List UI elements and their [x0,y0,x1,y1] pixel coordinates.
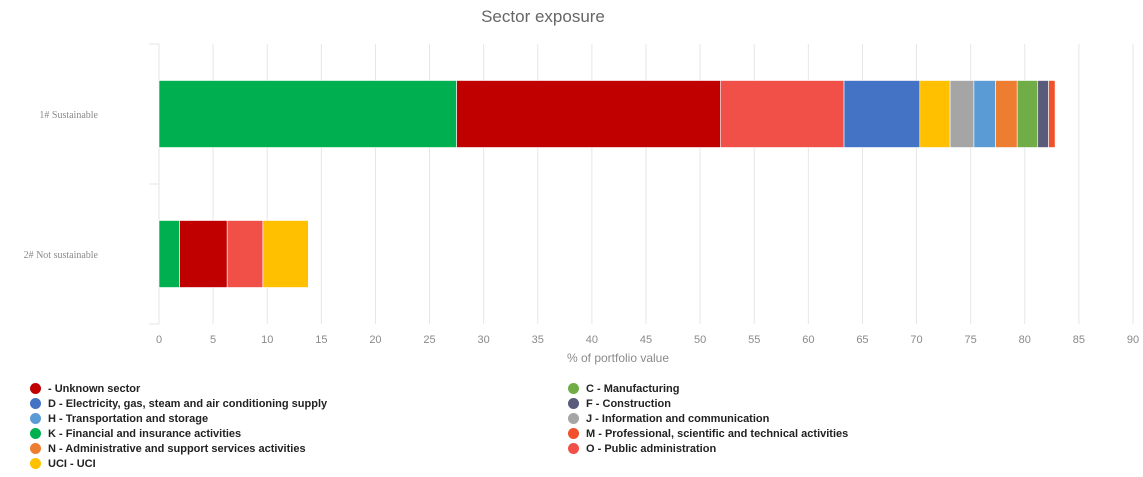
x-tick-label: 35 [532,334,544,346]
legend-marker-icon [30,428,41,439]
legend-label: C - Manufacturing [586,382,680,395]
legend-label: F - Construction [586,397,671,410]
legend-item[interactable]: J - Information and communication [568,411,769,426]
legend: - Unknown sector D - Electricity, gas, st… [30,381,1130,471]
bar-segment [919,80,951,148]
x-tick-label: 55 [748,334,760,346]
legend-item[interactable]: UCI - UCI [30,456,96,471]
legend-marker-icon [568,398,579,409]
legend-label: - Unknown sector [48,382,141,395]
x-tick-label: 15 [315,334,327,346]
category-label: 1# Sustainable [39,110,98,121]
x-tick-label: 10 [261,334,273,346]
x-tick-label: 80 [1019,334,1031,346]
bar-segment [995,80,1018,148]
x-tick-label: 20 [369,334,381,346]
x-tick-label: 60 [802,334,814,346]
chart-title: Sector exposure [481,7,605,26]
x-tick-label: 40 [586,334,598,346]
legend-label: O - Public administration [586,442,717,455]
x-tick-label: 75 [965,334,977,346]
bars [158,80,1056,288]
bar-segment [1037,80,1049,148]
x-tick-label: 45 [640,334,652,346]
bar-segment [158,80,457,148]
legend-item[interactable]: D - Electricity, gas, steam and air cond… [30,396,327,411]
bar-segment [456,80,721,148]
category-labels: 1# Sustainable 2# Not sustainable [24,110,99,261]
x-axis-title: % of portfolio value [567,351,669,365]
x-tick-label: 70 [910,334,922,346]
legend-label: D - Electricity, gas, steam and air cond… [48,397,328,410]
bar-segment [1016,80,1039,148]
bar-segment [179,220,228,288]
legend-marker-icon [30,398,41,409]
legend-item[interactable]: - Unknown sector [30,381,140,396]
legend-item[interactable]: N - Administrative and support services … [30,441,306,456]
category-label: 2# Not sustainable [24,250,99,261]
bar-segment [1048,80,1056,148]
legend-label: J - Information and communication [586,412,770,425]
bar-segment [226,220,264,288]
x-tick-label: 30 [478,334,490,346]
legend-item[interactable]: M - Professional, scientific and technic… [568,426,848,441]
x-tick-label: 0 [156,334,162,346]
x-tick-label: 85 [1073,334,1085,346]
sector-exposure-chart: Sector exposure 1# Sustainable 2# Not sus… [24,7,1140,365]
legend-label: K - Financial and insurance activities [48,427,242,440]
bar-segment [973,80,996,148]
x-tick-labels: 0 5 10 15 20 25 30 35 40 45 50 55 60 65 70 75 80 85 90 [156,334,1139,346]
x-tick-label: 5 [210,334,216,346]
bar-segment [262,220,309,288]
bar-segment [720,80,845,148]
legend-marker-icon [30,413,41,424]
legend-item[interactable]: K - Financial and insurance activities [30,426,241,441]
bar-segment [949,80,975,148]
legend-marker-icon [568,383,579,394]
legend-label: UCI - UCI [48,457,96,470]
legend-marker-icon [30,443,41,454]
x-tick-label: 65 [856,334,868,346]
x-tick-label: 90 [1127,334,1139,346]
legend-marker-icon [568,428,579,439]
legend-label: N - Administrative and support services … [48,442,306,455]
legend-marker-icon [568,413,579,424]
legend-item[interactable]: H - Transportation and storage [30,411,208,426]
legend-marker-icon [568,443,579,454]
x-tick-label: 25 [423,334,435,346]
legend-item[interactable]: O - Public administration [568,441,716,456]
legend-item[interactable]: F - Construction [568,396,671,411]
bar-segment [158,220,180,288]
legend-label: M - Professional, scientific and technic… [586,427,849,440]
legend-item[interactable]: C - Manufacturing [568,381,680,396]
x-tick-label: 50 [694,334,706,346]
legend-marker-icon [30,458,41,469]
bar-segment [843,80,921,148]
legend-marker-icon [30,383,41,394]
legend-label: H - Transportation and storage [48,412,209,425]
